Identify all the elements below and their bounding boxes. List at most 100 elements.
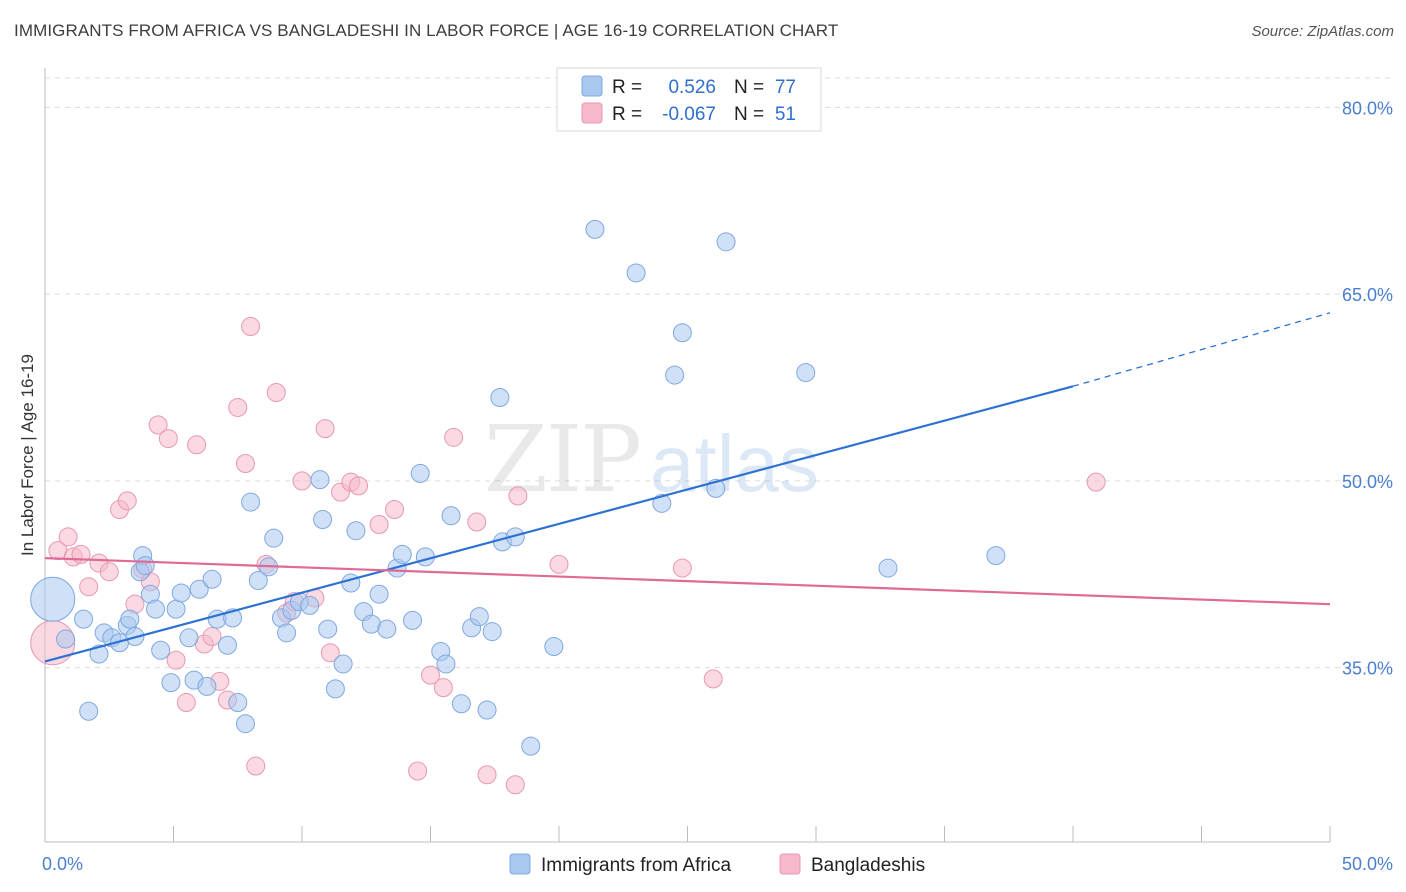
bangladeshi-point-45 bbox=[505, 775, 525, 795]
grid-lines bbox=[45, 77, 1395, 669]
bangladeshi-point-41 bbox=[433, 678, 453, 698]
africa-point-42 bbox=[325, 679, 345, 699]
africa-point-19 bbox=[171, 583, 191, 603]
africa-point-63 bbox=[490, 387, 510, 407]
bangladeshi-point-44 bbox=[477, 765, 497, 785]
africa-point-28 bbox=[228, 693, 248, 713]
x-tick-label-0: 0.0% bbox=[42, 854, 83, 874]
bangladeshi-point-2 bbox=[58, 527, 78, 547]
bangladeshi-point-19 bbox=[202, 627, 222, 647]
bangladeshi-point-9 bbox=[117, 491, 137, 511]
africa-point-29 bbox=[235, 714, 255, 734]
africa-point-71 bbox=[665, 365, 685, 385]
y-tick-label-1: 65.0% bbox=[1342, 285, 1393, 305]
africa-point-20 bbox=[179, 628, 199, 648]
bangladeshi-point-23 bbox=[235, 453, 255, 473]
africa-point-69 bbox=[626, 263, 646, 283]
africa-point-52 bbox=[403, 610, 423, 630]
legend-r-value-1: 0.526 bbox=[668, 77, 716, 98]
bangladeshi-point-32 bbox=[315, 419, 335, 439]
africa-point-66 bbox=[521, 736, 541, 756]
africa-point-23 bbox=[197, 676, 217, 696]
y-tick-label-0: 80.0% bbox=[1342, 98, 1393, 118]
bangladeshi-point-49 bbox=[703, 669, 723, 689]
africa-point-67 bbox=[544, 637, 564, 657]
africa-point-33 bbox=[264, 528, 284, 548]
bangladeshi-point-30 bbox=[292, 471, 312, 491]
y-tick-label-3: 35.0% bbox=[1342, 659, 1393, 679]
africa-point-39 bbox=[310, 470, 330, 490]
top-legend: R = 0.526 N = 77 R = -0.067 N = 51 bbox=[556, 67, 822, 132]
africa-point-51 bbox=[392, 544, 412, 564]
africa-point-57 bbox=[441, 506, 461, 526]
legend-r-label-1: R = bbox=[612, 77, 642, 98]
bottom-legend-label-bangladeshi: Bangladeshis bbox=[811, 855, 925, 876]
y-axis-label: In Labor Force | Age 16-19 bbox=[18, 354, 37, 556]
trend-lines bbox=[44, 312, 1331, 663]
africa-point-77 bbox=[986, 546, 1006, 566]
bangladeshi-point-16 bbox=[176, 693, 196, 713]
africa-point-40 bbox=[313, 510, 333, 530]
africa-point-61 bbox=[477, 700, 497, 720]
africa-point-0 bbox=[30, 576, 76, 622]
africa-point-45 bbox=[346, 521, 366, 541]
africa-point-76 bbox=[878, 558, 898, 578]
africa-point-70 bbox=[652, 493, 672, 513]
africa-point-72 bbox=[672, 323, 692, 343]
africa-point-75 bbox=[796, 363, 816, 383]
bangladeshi-point-47 bbox=[549, 554, 569, 574]
x-tick-label-1: 50.0% bbox=[1342, 854, 1393, 874]
bottom-legend-swatch-bangladeshi bbox=[779, 853, 801, 875]
bangladeshi-point-38 bbox=[385, 500, 405, 520]
africa-point-44 bbox=[341, 573, 361, 593]
legend-n-label-1: N = bbox=[734, 77, 764, 98]
africa-point-2 bbox=[74, 609, 94, 629]
bangladeshi-trend-line bbox=[44, 557, 1331, 606]
bangladeshi-point-42 bbox=[444, 427, 464, 447]
bangladeshi-point-50 bbox=[1086, 472, 1106, 492]
africa-point-48 bbox=[369, 584, 389, 604]
axes bbox=[44, 68, 1331, 843]
bangladeshi-point-13 bbox=[148, 415, 168, 435]
legend-n-value-2: 51 bbox=[775, 104, 796, 125]
africa-point-24 bbox=[202, 569, 222, 589]
africa-point-30 bbox=[241, 492, 261, 512]
legend-n-label-2: N = bbox=[734, 104, 764, 125]
africa-point-16 bbox=[151, 640, 171, 660]
bangladeshi-point-22 bbox=[228, 397, 248, 417]
bangladeshi-point-24 bbox=[241, 317, 261, 337]
bangladeshi-point-27 bbox=[266, 382, 286, 402]
africa-point-54 bbox=[410, 463, 430, 483]
legend-r-value-2: -0.067 bbox=[662, 104, 716, 125]
bangladeshi-point-43 bbox=[467, 512, 487, 532]
africa-point-18 bbox=[166, 599, 186, 619]
africa-point-56 bbox=[436, 654, 456, 674]
bangladeshi-point-15 bbox=[166, 650, 186, 670]
legend-n-value-1: 77 bbox=[775, 77, 796, 98]
legend-swatch-bangladeshi bbox=[581, 102, 603, 124]
y-tick-label-2: 50.0% bbox=[1342, 472, 1393, 492]
africa-trend-extension bbox=[1072, 312, 1331, 387]
africa-point-22 bbox=[189, 579, 209, 599]
watermark-atlas: atlas bbox=[650, 419, 819, 508]
africa-point-58 bbox=[451, 694, 471, 714]
africa-point-13 bbox=[135, 556, 155, 576]
africa-point-15 bbox=[146, 599, 166, 619]
legend-swatch-africa bbox=[581, 75, 603, 97]
bottom-legend: Immigrants from Africa Bangladeshis bbox=[509, 853, 925, 876]
tick-labels: 80.0% 65.0% 50.0% 35.0% 0.0% 50.0% bbox=[42, 98, 1393, 874]
source-label: Source: ZipAtlas.com bbox=[1251, 23, 1394, 40]
bangladeshi-point-5 bbox=[79, 577, 99, 597]
africa-point-38 bbox=[300, 595, 320, 615]
africa-point-62 bbox=[482, 622, 502, 642]
bangladeshi-point-33 bbox=[320, 643, 340, 663]
bangladeshi-point-36 bbox=[349, 476, 369, 496]
africa-trend-line bbox=[44, 385, 1074, 663]
bangladeshi-point-48 bbox=[672, 558, 692, 578]
bottom-legend-label-africa: Immigrants from Africa bbox=[541, 855, 731, 876]
africa-point-26 bbox=[217, 635, 237, 655]
watermark: ZIP atlas bbox=[484, 406, 819, 513]
watermark-zip: ZIP bbox=[484, 406, 640, 513]
africa-point-43 bbox=[333, 654, 353, 674]
